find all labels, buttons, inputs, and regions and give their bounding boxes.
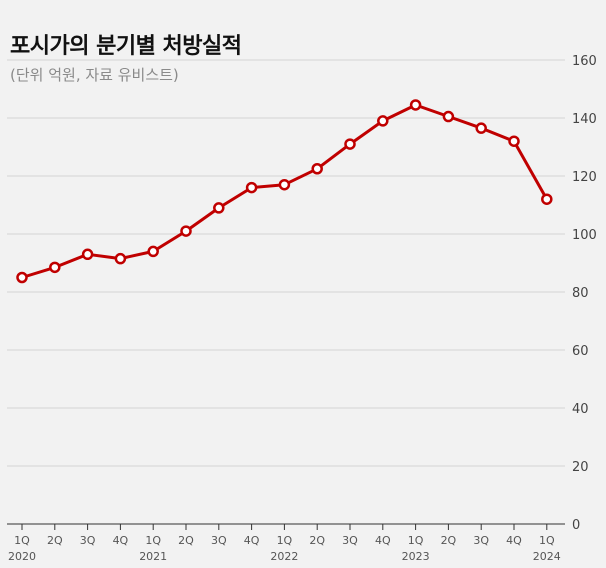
- data-point: [245, 181, 258, 194]
- y-tick-label: 40: [572, 402, 589, 417]
- x-tick-label: 4Q: [375, 534, 391, 547]
- x-tick-label: 1Q: [14, 534, 30, 547]
- x-tick-label: 1Q: [145, 534, 161, 547]
- y-tick-label: 20: [572, 460, 589, 475]
- y-tick-label: 100: [572, 228, 597, 243]
- x-year-label: 2023: [402, 550, 430, 563]
- x-tick-label: 3Q: [211, 534, 227, 547]
- x-tick-label: 3Q: [473, 534, 489, 547]
- data-point: [213, 202, 225, 214]
- x-tick-label: 2Q: [441, 534, 457, 547]
- x-tick-label: 1Q: [277, 534, 293, 547]
- data-point: [180, 225, 192, 237]
- data-point: [278, 178, 291, 191]
- x-tick-label: 3Q: [342, 534, 358, 547]
- x-year-label: 2020: [8, 550, 36, 563]
- data-point: [377, 115, 389, 127]
- x-year-label: 2024: [533, 550, 561, 563]
- x-year-label: 2021: [139, 550, 167, 563]
- y-tick-label: 160: [572, 54, 597, 69]
- chart-title: 포시가의 분기별 처방실적: [10, 34, 242, 59]
- x-tick-label: 1Q: [408, 534, 424, 547]
- data-point: [475, 122, 487, 134]
- x-tick-label: 4Q: [244, 534, 260, 547]
- series-line: [21, 103, 549, 279]
- y-tick-label: 60: [572, 344, 589, 359]
- data-point: [311, 163, 323, 175]
- x-tick-label: 4Q: [113, 534, 129, 547]
- data-point: [49, 261, 61, 274]
- x-tick-label: 2Q: [178, 534, 194, 547]
- data-point: [442, 110, 455, 123]
- data-point: [508, 135, 520, 147]
- x-tick-label: 1Q: [539, 534, 555, 547]
- y-tick-label: 0: [572, 518, 580, 533]
- x-year-label: 2022: [270, 550, 298, 563]
- x-tick-label: 4Q: [506, 534, 522, 547]
- data-point: [16, 271, 28, 284]
- y-tick-label: 120: [572, 170, 597, 185]
- data-point: [541, 193, 553, 205]
- data-point: [147, 245, 159, 258]
- y-tick-label: 80: [572, 286, 589, 301]
- x-tick-label: 2Q: [309, 534, 325, 547]
- data-point: [409, 99, 422, 111]
- data-point: [344, 138, 356, 150]
- y-tick-label: 140: [572, 112, 597, 127]
- chart-subtitle: (단위 억원, 자료 유비스트): [10, 66, 179, 84]
- data-point: [81, 248, 94, 261]
- x-tick-label: 2Q: [47, 534, 63, 547]
- x-tick-label: 3Q: [80, 534, 96, 547]
- data-point: [114, 252, 127, 265]
